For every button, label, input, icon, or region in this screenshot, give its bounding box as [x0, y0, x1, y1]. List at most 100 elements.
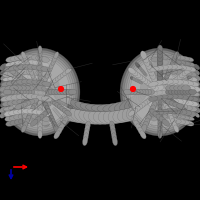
Ellipse shape [179, 80, 183, 83]
Ellipse shape [171, 89, 179, 95]
Ellipse shape [43, 109, 50, 116]
Ellipse shape [158, 62, 162, 66]
Ellipse shape [168, 112, 173, 119]
Ellipse shape [169, 114, 177, 118]
Ellipse shape [38, 46, 42, 54]
Ellipse shape [2, 69, 7, 74]
Ellipse shape [169, 75, 178, 79]
Ellipse shape [194, 86, 199, 91]
Ellipse shape [124, 52, 196, 132]
Ellipse shape [173, 99, 183, 104]
Ellipse shape [32, 105, 41, 109]
Ellipse shape [15, 104, 24, 109]
Ellipse shape [151, 121, 160, 126]
Ellipse shape [188, 75, 192, 79]
Ellipse shape [33, 99, 38, 106]
Ellipse shape [21, 77, 28, 83]
Ellipse shape [63, 89, 71, 95]
Ellipse shape [63, 70, 69, 75]
Ellipse shape [142, 70, 146, 75]
Ellipse shape [12, 90, 16, 94]
Ellipse shape [182, 110, 192, 115]
Ellipse shape [166, 67, 170, 71]
Ellipse shape [122, 50, 198, 134]
Ellipse shape [38, 64, 42, 72]
Ellipse shape [184, 81, 194, 86]
Ellipse shape [10, 85, 19, 90]
Ellipse shape [23, 109, 26, 113]
Ellipse shape [16, 101, 20, 104]
Ellipse shape [183, 100, 193, 106]
Ellipse shape [40, 116, 50, 121]
Ellipse shape [164, 119, 173, 124]
Ellipse shape [191, 106, 197, 111]
Ellipse shape [151, 83, 166, 106]
Ellipse shape [93, 107, 121, 124]
Ellipse shape [130, 77, 134, 80]
Ellipse shape [38, 120, 42, 125]
Ellipse shape [0, 113, 5, 118]
Ellipse shape [144, 90, 162, 113]
Ellipse shape [148, 61, 152, 65]
Ellipse shape [16, 73, 23, 80]
Ellipse shape [4, 64, 9, 69]
Ellipse shape [47, 97, 54, 103]
Ellipse shape [149, 70, 156, 79]
Ellipse shape [163, 109, 173, 114]
Ellipse shape [158, 66, 162, 70]
Ellipse shape [28, 109, 34, 116]
Ellipse shape [1, 64, 7, 69]
Ellipse shape [182, 61, 190, 66]
Ellipse shape [10, 58, 70, 126]
Ellipse shape [132, 117, 138, 125]
Ellipse shape [0, 98, 4, 102]
Ellipse shape [18, 65, 27, 70]
Ellipse shape [168, 55, 177, 59]
Ellipse shape [147, 87, 163, 111]
Ellipse shape [12, 100, 22, 105]
Ellipse shape [17, 101, 20, 104]
Ellipse shape [4, 52, 76, 132]
Ellipse shape [21, 52, 26, 59]
Ellipse shape [3, 101, 8, 106]
Ellipse shape [41, 101, 51, 106]
Ellipse shape [23, 104, 31, 108]
Ellipse shape [15, 84, 26, 90]
Ellipse shape [3, 64, 9, 69]
Ellipse shape [22, 110, 25, 113]
Ellipse shape [2, 91, 8, 95]
Ellipse shape [146, 97, 153, 103]
Ellipse shape [124, 95, 138, 109]
Ellipse shape [190, 114, 194, 118]
Ellipse shape [157, 75, 163, 84]
Ellipse shape [1, 70, 6, 75]
Ellipse shape [38, 130, 42, 138]
Ellipse shape [167, 64, 171, 68]
Ellipse shape [10, 56, 20, 61]
Ellipse shape [6, 76, 10, 80]
Ellipse shape [3, 106, 9, 111]
Ellipse shape [6, 95, 16, 101]
Ellipse shape [42, 77, 51, 81]
Ellipse shape [148, 82, 158, 87]
Ellipse shape [190, 65, 195, 70]
Ellipse shape [4, 80, 8, 84]
Ellipse shape [133, 90, 143, 106]
Ellipse shape [3, 96, 7, 100]
Ellipse shape [70, 106, 97, 124]
Ellipse shape [179, 65, 183, 69]
Ellipse shape [55, 87, 64, 104]
Ellipse shape [66, 104, 71, 108]
Ellipse shape [190, 81, 195, 86]
Ellipse shape [191, 85, 197, 90]
Ellipse shape [175, 75, 182, 82]
Ellipse shape [75, 102, 91, 111]
Ellipse shape [194, 102, 199, 106]
Ellipse shape [128, 110, 135, 116]
Ellipse shape [48, 65, 53, 72]
Ellipse shape [41, 67, 50, 72]
Ellipse shape [159, 109, 169, 115]
Ellipse shape [65, 110, 72, 116]
Ellipse shape [169, 60, 172, 65]
Ellipse shape [191, 96, 197, 101]
